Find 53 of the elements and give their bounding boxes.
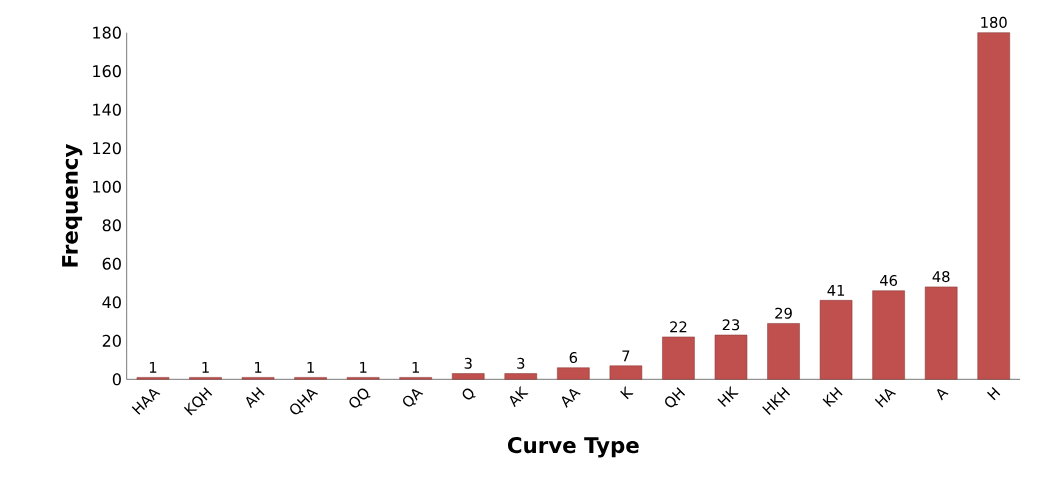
data-label: 1 — [307, 362, 314, 373]
y-tick-label: 140 — [93, 103, 121, 116]
data-label: 46 — [880, 274, 898, 287]
data-label: 1 — [149, 362, 157, 373]
y-tick-label: 60 — [102, 257, 121, 270]
x-tick-label: QH — [665, 387, 686, 408]
x-tick-label: KH — [822, 387, 843, 408]
bar — [609, 365, 643, 380]
x-tick-label: AA — [561, 388, 581, 408]
bar — [504, 373, 538, 380]
bar — [714, 334, 748, 380]
bar — [767, 323, 800, 380]
data-label: 1 — [412, 362, 419, 373]
data-label: 48 — [932, 271, 950, 283]
data-label: 23 — [722, 319, 740, 331]
y-tick-label: 100 — [93, 180, 121, 193]
y-tick-label: 180 — [93, 26, 121, 39]
data-label: 3 — [517, 357, 525, 369]
bar — [924, 286, 958, 380]
x-tick-label: AK — [509, 386, 529, 408]
data-label: 180 — [981, 16, 1007, 28]
x-tick-label: AH — [246, 387, 265, 409]
data-label: 6 — [569, 351, 578, 364]
data-label: 41 — [827, 284, 845, 296]
x-tick-label: HA — [874, 388, 897, 408]
data-label: 3 — [464, 357, 472, 369]
x-tick-label: Q — [462, 388, 476, 400]
y-tick-label: 0 — [112, 373, 121, 386]
bar — [819, 300, 853, 380]
y-axis-title: Frequency — [62, 143, 83, 267]
y-tick-label: 120 — [93, 142, 121, 155]
bar — [662, 336, 695, 380]
y-tick-label: 40 — [102, 296, 121, 309]
x-tick-label: K — [620, 386, 634, 400]
x-axis-title: Curve Type — [507, 437, 639, 458]
x-tick-label: QA — [403, 389, 424, 407]
bar — [872, 290, 905, 380]
data-label: 1 — [360, 362, 367, 373]
data-label: 29 — [775, 307, 792, 319]
bar — [557, 367, 590, 380]
bar — [977, 32, 1010, 380]
y-tick-label: 80 — [102, 219, 121, 232]
x-tick-label: A — [937, 388, 949, 401]
data-label: 1 — [254, 362, 262, 373]
x-tick-label: HK — [717, 386, 739, 408]
data-label: 7 — [622, 350, 630, 362]
data-label: 1 — [202, 362, 209, 373]
x-tick-label: QQ — [349, 388, 371, 408]
data-label: 22 — [670, 321, 687, 333]
bar — [451, 373, 485, 380]
x-tick-label: H — [986, 387, 1001, 401]
y-tick-label: 160 — [93, 65, 121, 78]
y-tick-label: 20 — [102, 334, 121, 347]
